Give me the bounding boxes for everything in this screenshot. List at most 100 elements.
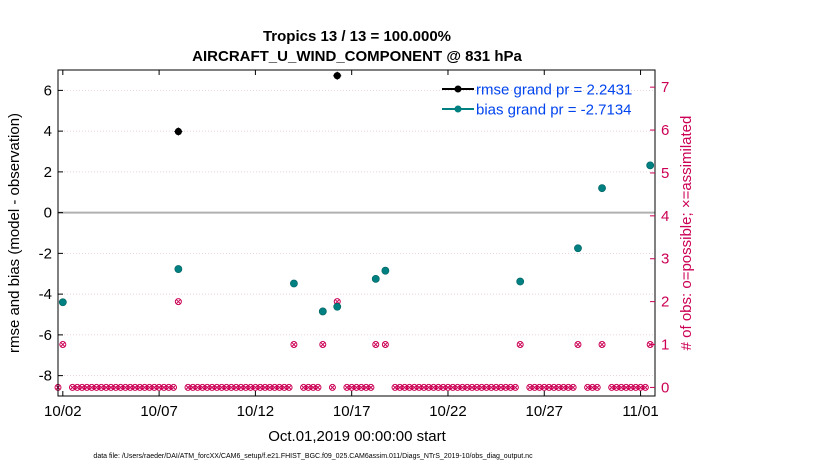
right-y-tick-label: 2 xyxy=(661,294,669,311)
obs-possible-marker xyxy=(223,383,231,391)
obs-possible-marker xyxy=(141,383,149,391)
obs-possible-marker xyxy=(68,383,76,391)
obs-possible-marker xyxy=(328,383,336,391)
obs-possible-marker xyxy=(343,383,351,391)
obs-assimilated-marker xyxy=(527,384,533,390)
obs-possible-marker xyxy=(314,383,322,391)
obs-assimilated-marker xyxy=(493,384,499,390)
obs-possible-marker xyxy=(535,383,543,391)
obs-assimilated-marker xyxy=(349,384,355,390)
obs-assimilated-marker xyxy=(252,384,258,390)
obs-assimilated-marker xyxy=(541,384,547,390)
obs-possible-marker xyxy=(564,383,572,391)
obs-possible-marker xyxy=(487,383,495,391)
obs-possible-marker xyxy=(555,383,563,391)
obs-possible-marker xyxy=(584,383,592,391)
obs-possible-marker xyxy=(511,383,519,391)
obs-possible-marker xyxy=(463,383,471,391)
obs-possible-marker xyxy=(381,341,389,349)
chart-subtitle: AIRCRAFT_U_WIND_COMPONENT @ 831 hPa xyxy=(192,48,522,65)
obs-assimilated-marker xyxy=(416,384,422,390)
obs-assimilated-marker xyxy=(276,384,283,390)
obs-assimilated-marker xyxy=(411,384,417,390)
right-y-tick-label: 5 xyxy=(661,165,669,182)
obs-possible-marker xyxy=(458,383,466,391)
obs-assimilated-marker xyxy=(450,384,456,390)
rmse-point-cross xyxy=(333,71,342,80)
obs-possible-marker xyxy=(612,383,620,391)
obs-possible-marker xyxy=(266,383,274,391)
obs-possible-marker xyxy=(165,383,173,391)
obs-assimilated-marker xyxy=(310,384,316,390)
obs-possible-marker xyxy=(569,383,577,391)
obs-possible-marker xyxy=(415,383,423,391)
obs-possible-marker xyxy=(550,383,558,391)
bias-point xyxy=(58,298,67,307)
obs-assimilated-marker xyxy=(508,384,514,390)
bias-point xyxy=(598,184,606,193)
obs-possible-marker xyxy=(237,383,245,391)
obs-assimilated-marker xyxy=(93,384,100,390)
obs-possible-marker xyxy=(213,383,221,391)
right-y-tick-label: 6 xyxy=(661,122,669,139)
obs-assimilated-marker xyxy=(190,384,196,390)
obs-assimilated-marker xyxy=(633,384,639,390)
obs-assimilated-marker xyxy=(483,384,490,390)
obs-assimilated-marker xyxy=(546,384,552,390)
obs-possible-marker xyxy=(194,383,202,391)
obs-possible-marker xyxy=(150,383,158,391)
obs-possible-marker xyxy=(430,383,438,391)
obs-assimilated-marker xyxy=(565,384,571,390)
right-y-tick-label: 1 xyxy=(661,337,669,354)
obs-possible-marker xyxy=(251,383,259,391)
obs-possible-marker xyxy=(367,383,375,391)
obs-assimilated-marker xyxy=(118,384,124,390)
obs-assimilated-marker xyxy=(464,384,470,390)
obs-possible-marker xyxy=(362,383,370,391)
obs-assimilated-marker xyxy=(455,384,461,390)
obs-assimilated-marker xyxy=(599,341,605,348)
y-tick-label: -8 xyxy=(39,368,52,385)
obs-possible-marker xyxy=(372,341,380,349)
bias-point xyxy=(318,307,327,316)
x-tick-label: 10/22 xyxy=(429,403,467,420)
obs-possible-marker xyxy=(93,383,101,391)
obs-possible-marker xyxy=(468,383,476,391)
obs-possible-marker xyxy=(73,383,81,391)
obs-assimilated-marker xyxy=(551,384,557,390)
right-y-axis-label: # of obs: o=possible; ×=assimilated xyxy=(678,116,695,351)
obs-assimilated-marker xyxy=(517,341,523,348)
x-tick-label: 10/12 xyxy=(237,403,275,420)
obs-possible-marker xyxy=(121,383,129,391)
x-tick-label: 10/02 xyxy=(44,403,82,420)
obs-assimilated-marker xyxy=(358,384,364,390)
obs-assimilated-marker xyxy=(267,384,273,390)
obs-possible-marker xyxy=(203,383,211,391)
obs-possible-marker xyxy=(227,383,235,391)
obs-assimilated-marker xyxy=(329,384,335,390)
obs-possible-marker xyxy=(401,383,409,391)
legend-rmse-marker xyxy=(454,85,462,93)
obs-possible-marker xyxy=(232,383,240,391)
obs-possible-marker xyxy=(540,383,548,391)
obs-possible-marker xyxy=(353,383,360,391)
obs-assimilated-marker xyxy=(69,384,75,390)
obs-possible-marker xyxy=(516,341,524,349)
obs-possible-marker xyxy=(275,383,283,391)
obs-possible-marker xyxy=(189,383,197,391)
y-tick-label: 0 xyxy=(44,205,52,222)
obs-possible-marker xyxy=(83,383,91,391)
obs-assimilated-marker xyxy=(498,384,504,390)
obs-possible-marker xyxy=(198,383,206,391)
obs-assimilated-marker xyxy=(161,384,167,390)
obs-possible-marker xyxy=(454,383,462,391)
obs-assimilated-marker xyxy=(532,384,538,390)
obs-possible-marker xyxy=(78,383,86,391)
obs-possible-marker xyxy=(300,383,308,391)
x-axis-ticks: 10/02 10/07 10/12 10/17 10/22 10/27 11/01 xyxy=(44,70,659,420)
obs-assimilated-marker xyxy=(406,384,413,390)
obs-possible-marker xyxy=(405,383,413,391)
obs-assimilated-marker xyxy=(151,384,157,390)
obs-possible-marker xyxy=(478,383,486,391)
